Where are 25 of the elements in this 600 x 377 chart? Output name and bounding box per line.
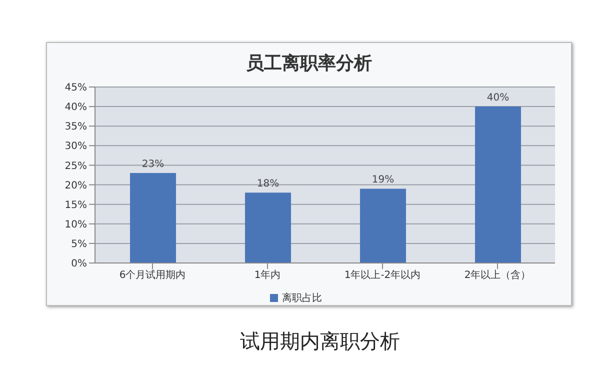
y-tick-label: 35% (64, 122, 87, 133)
x-tick-label: 2年以上（含） (464, 269, 531, 282)
data-label: 18% (256, 178, 280, 190)
chart-title: 员工离职率分析 (245, 52, 373, 76)
y-tick-label: 15% (64, 200, 87, 211)
bar (475, 106, 521, 263)
bar (130, 173, 176, 263)
y-tick-label: 25% (64, 160, 87, 172)
y-tick-label: 20% (64, 180, 87, 192)
text: 试用期内离职分析 (239, 328, 401, 355)
y-tick-label: 5% (71, 238, 87, 250)
bar (245, 192, 291, 263)
legend-label: 离职占比 (282, 293, 322, 304)
x-tick-label: 1年以上-2年以内 (344, 269, 421, 282)
y-tick-label: 30% (64, 141, 87, 152)
data-label: 40% (486, 92, 510, 104)
y-tick-label: 10% (64, 219, 87, 230)
x-tick-label: 6个月试用期内 (119, 269, 186, 282)
data-label: 19% (372, 174, 394, 186)
data-label: 23% (142, 159, 164, 170)
bar (360, 188, 406, 263)
y-tick-label: 40% (64, 102, 87, 114)
y-tick-label: 45% (64, 82, 87, 94)
y-tick-label: 0% (71, 258, 87, 270)
x-tick-label: 1年内 (254, 269, 281, 282)
